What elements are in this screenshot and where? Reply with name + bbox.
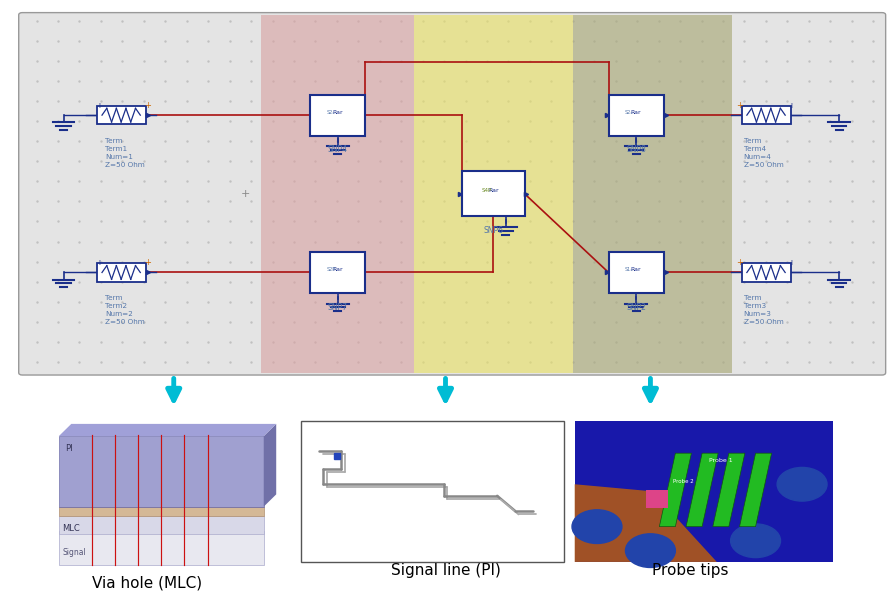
Polygon shape xyxy=(740,453,772,526)
Text: Probe tips: Probe tips xyxy=(652,564,729,578)
Text: I: I xyxy=(790,103,792,109)
Text: Via hole (MLC): Via hole (MLC) xyxy=(92,576,202,590)
Text: Rar: Rar xyxy=(631,267,642,272)
Text: Signal: Signal xyxy=(62,548,86,557)
Text: Term
Term3
Num=3
Z=50 Ohm: Term Term3 Num=3 Z=50 Ohm xyxy=(744,295,783,325)
Text: I: I xyxy=(98,103,100,109)
Circle shape xyxy=(625,534,675,567)
Polygon shape xyxy=(659,453,691,526)
Text: I: I xyxy=(790,260,792,266)
Bar xyxy=(261,15,414,373)
Bar xyxy=(414,15,574,373)
Text: +: + xyxy=(241,189,250,199)
Text: Rar: Rar xyxy=(631,109,642,115)
Bar xyxy=(646,490,668,508)
Text: MLC: MLC xyxy=(62,523,80,532)
Circle shape xyxy=(731,524,781,558)
Text: S2P: S2P xyxy=(326,267,335,272)
Text: Term
Term4
Num=4
Z=50 Ohm: Term Term4 Num=4 Z=50 Ohm xyxy=(744,138,783,168)
Text: SNP4: SNP4 xyxy=(328,145,347,154)
Bar xyxy=(96,106,145,124)
Text: +: + xyxy=(144,101,151,110)
Text: Probe 1: Probe 1 xyxy=(709,458,732,463)
Bar xyxy=(301,421,564,562)
Bar xyxy=(96,263,145,281)
Text: SNP7: SNP7 xyxy=(328,302,347,311)
Text: Rar: Rar xyxy=(332,109,343,115)
Text: Rar: Rar xyxy=(332,267,343,272)
Bar xyxy=(741,263,790,281)
Text: SNP6: SNP6 xyxy=(484,226,503,235)
Text: Signal line (PI): Signal line (PI) xyxy=(390,564,501,578)
Text: S2ₓ: S2ₓ xyxy=(326,109,335,115)
Text: Term
Term1
Num=1
Z=50 Ohm: Term Term1 Num=1 Z=50 Ohm xyxy=(105,138,145,168)
Text: Term
Term2
Num=2
Z=50 Ohm: Term Term2 Num=2 Z=50 Ohm xyxy=(105,295,145,325)
Polygon shape xyxy=(575,484,716,562)
FancyBboxPatch shape xyxy=(19,13,886,375)
Text: SNP8: SNP8 xyxy=(626,145,646,154)
Polygon shape xyxy=(713,453,745,526)
Bar xyxy=(59,531,264,565)
Bar xyxy=(574,15,732,373)
Bar xyxy=(59,516,264,534)
Bar xyxy=(609,252,664,293)
Polygon shape xyxy=(264,424,276,507)
Bar xyxy=(310,95,365,136)
Circle shape xyxy=(777,468,827,501)
Bar xyxy=(609,95,664,136)
Bar xyxy=(462,171,525,216)
Bar xyxy=(59,436,264,507)
Text: +: + xyxy=(144,258,151,267)
Text: I: I xyxy=(98,260,100,266)
Text: S2ₓ: S2ₓ xyxy=(625,109,634,115)
Text: PI: PI xyxy=(65,444,73,453)
Text: Probe 2: Probe 2 xyxy=(673,479,693,484)
Bar xyxy=(575,421,833,562)
Text: +: + xyxy=(736,101,743,110)
Bar xyxy=(310,252,365,293)
Polygon shape xyxy=(59,424,276,436)
Circle shape xyxy=(572,510,622,543)
Bar xyxy=(741,106,790,124)
Polygon shape xyxy=(686,453,718,526)
Text: SNP2: SNP2 xyxy=(626,302,646,311)
Text: Rar: Rar xyxy=(488,188,499,194)
Text: S1ₓ: S1ₓ xyxy=(625,267,634,272)
Text: S4P: S4P xyxy=(481,188,492,194)
Bar xyxy=(59,507,264,516)
Text: +: + xyxy=(736,258,743,267)
